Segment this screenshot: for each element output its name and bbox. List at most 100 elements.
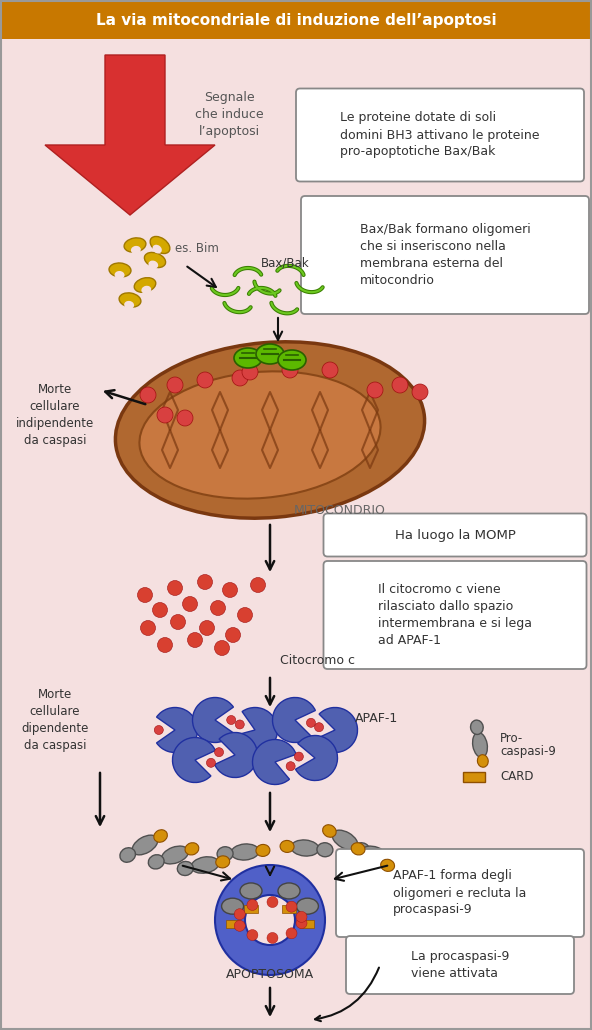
- Text: Ha luogo la MOMP: Ha luogo la MOMP: [394, 528, 516, 542]
- Circle shape: [197, 372, 213, 388]
- Ellipse shape: [231, 844, 259, 860]
- Text: La procaspasi-9
viene attivata: La procaspasi-9 viene attivata: [411, 950, 509, 980]
- Ellipse shape: [278, 883, 300, 899]
- Circle shape: [242, 364, 258, 380]
- FancyBboxPatch shape: [323, 514, 587, 556]
- Ellipse shape: [115, 271, 124, 279]
- Circle shape: [282, 362, 298, 378]
- Text: Segnale
che induce
l’apoptosi: Segnale che induce l’apoptosi: [195, 92, 263, 138]
- Circle shape: [214, 641, 230, 655]
- Circle shape: [226, 627, 240, 643]
- Ellipse shape: [477, 755, 488, 767]
- Ellipse shape: [416, 868, 432, 883]
- Ellipse shape: [317, 843, 333, 857]
- Text: es. Bim: es. Bim: [175, 241, 219, 254]
- Ellipse shape: [217, 847, 233, 861]
- Circle shape: [286, 928, 297, 938]
- Text: caspasi-9: caspasi-9: [500, 746, 556, 758]
- Text: Citocromo c: Citocromo c: [280, 653, 355, 666]
- Ellipse shape: [124, 238, 146, 252]
- Ellipse shape: [391, 861, 419, 879]
- Circle shape: [170, 615, 185, 629]
- Circle shape: [182, 596, 198, 612]
- Circle shape: [211, 600, 226, 616]
- Text: Bax/Bak formano oligomeri
che si inseriscono nella
membrana esterna del
mitocond: Bax/Bak formano oligomeri che si inseris…: [359, 224, 530, 287]
- Text: MITOCONDRIO: MITOCONDRIO: [294, 504, 386, 516]
- Circle shape: [137, 587, 153, 603]
- Circle shape: [294, 752, 303, 761]
- Circle shape: [367, 382, 383, 398]
- Circle shape: [153, 603, 168, 618]
- Ellipse shape: [215, 856, 230, 868]
- Ellipse shape: [256, 344, 284, 364]
- Circle shape: [314, 723, 324, 731]
- Ellipse shape: [351, 843, 365, 855]
- Ellipse shape: [154, 830, 168, 843]
- Circle shape: [286, 901, 297, 913]
- Circle shape: [157, 638, 172, 652]
- Circle shape: [234, 921, 245, 931]
- Circle shape: [198, 575, 213, 589]
- Circle shape: [155, 725, 163, 734]
- Ellipse shape: [178, 861, 193, 875]
- Ellipse shape: [278, 350, 306, 370]
- Circle shape: [188, 632, 202, 648]
- Circle shape: [214, 748, 224, 757]
- FancyBboxPatch shape: [346, 936, 574, 994]
- Ellipse shape: [131, 246, 141, 254]
- Ellipse shape: [152, 245, 162, 253]
- Circle shape: [296, 918, 307, 929]
- Circle shape: [140, 387, 156, 403]
- Wedge shape: [215, 865, 325, 975]
- Ellipse shape: [115, 342, 424, 518]
- Circle shape: [247, 899, 258, 911]
- Circle shape: [200, 620, 214, 636]
- Ellipse shape: [141, 285, 151, 294]
- Ellipse shape: [109, 263, 131, 277]
- Ellipse shape: [472, 732, 487, 757]
- Circle shape: [247, 929, 258, 940]
- Ellipse shape: [120, 848, 136, 862]
- Circle shape: [235, 720, 244, 729]
- Circle shape: [307, 718, 316, 727]
- Circle shape: [168, 581, 182, 595]
- Wedge shape: [253, 740, 296, 785]
- Text: Il citocromo c viene
rilasciato dallo spazio
intermembrana e si lega
ad APAF-1: Il citocromo c viene rilasciato dallo sp…: [378, 583, 532, 647]
- Ellipse shape: [291, 839, 319, 856]
- Text: APAF-1 forma degli
oligomeri e recluta la
procaspasi-9: APAF-1 forma degli oligomeri e recluta l…: [393, 869, 527, 917]
- Ellipse shape: [221, 898, 243, 915]
- Circle shape: [237, 608, 253, 622]
- Ellipse shape: [280, 840, 294, 853]
- Polygon shape: [45, 55, 215, 215]
- Ellipse shape: [240, 883, 262, 899]
- Circle shape: [227, 716, 236, 724]
- Text: APOPTOSOMA: APOPTOSOMA: [226, 968, 314, 982]
- Text: La via mitocondriale di induzione dell’apoptosi: La via mitocondriale di induzione dell’a…: [96, 12, 496, 28]
- Ellipse shape: [355, 843, 370, 857]
- Text: Morte
cellulare
dipendente
da caspasi: Morte cellulare dipendente da caspasi: [21, 688, 89, 752]
- Ellipse shape: [150, 237, 170, 253]
- Ellipse shape: [323, 825, 336, 837]
- Text: Le proteine dotate di soli
domini BH3 attivano le proteine
pro-apoptotiche Bax/B: Le proteine dotate di soli domini BH3 at…: [340, 111, 540, 159]
- Circle shape: [296, 912, 307, 923]
- Circle shape: [232, 370, 248, 386]
- Ellipse shape: [162, 846, 188, 864]
- Circle shape: [177, 410, 193, 426]
- Text: CARD: CARD: [500, 770, 533, 784]
- Bar: [282, 905, 296, 913]
- Wedge shape: [314, 708, 358, 753]
- Ellipse shape: [124, 301, 134, 309]
- Circle shape: [267, 896, 278, 907]
- Ellipse shape: [140, 372, 381, 499]
- FancyBboxPatch shape: [323, 561, 587, 670]
- Circle shape: [250, 578, 265, 592]
- Circle shape: [167, 377, 183, 393]
- FancyBboxPatch shape: [296, 89, 584, 181]
- Bar: [244, 905, 258, 913]
- Ellipse shape: [256, 845, 270, 856]
- Text: APAF-1: APAF-1: [355, 712, 398, 724]
- Ellipse shape: [191, 857, 219, 873]
- Ellipse shape: [132, 835, 157, 855]
- Circle shape: [157, 407, 173, 423]
- Ellipse shape: [234, 348, 262, 368]
